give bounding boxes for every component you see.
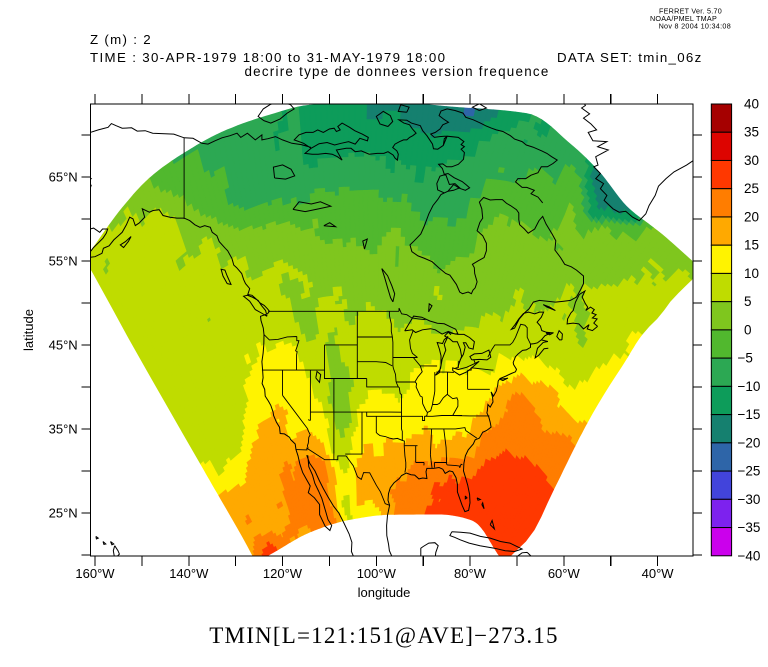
svg-text:40°W: 40°W xyxy=(642,566,675,581)
svg-text:20: 20 xyxy=(744,209,759,224)
svg-text:25: 25 xyxy=(744,181,759,196)
svg-text:0: 0 xyxy=(744,322,752,337)
svg-text:10: 10 xyxy=(744,266,759,281)
svg-text:TIME : 30-APR-1979 18:00 to 31: TIME : 30-APR-1979 18:00 to 31-MAY-1979 … xyxy=(90,50,446,65)
svg-text:−5: −5 xyxy=(738,351,753,366)
svg-text:60°W: 60°W xyxy=(548,566,581,581)
svg-text:35: 35 xyxy=(744,125,759,140)
svg-text:−15: −15 xyxy=(738,407,761,422)
svg-text:latitude: latitude xyxy=(21,309,36,351)
svg-text:decrire type de donnees versio: decrire type de donnees version frequenc… xyxy=(244,64,549,79)
svg-text:55°N: 55°N xyxy=(49,253,78,268)
svg-text:Z (m) : 2: Z (m) : 2 xyxy=(90,32,152,47)
svg-text:40: 40 xyxy=(744,97,759,112)
svg-text:65°N: 65°N xyxy=(49,169,78,184)
svg-text:15: 15 xyxy=(744,238,759,253)
svg-text:FERRET Ver. 5.70: FERRET Ver. 5.70 xyxy=(659,7,722,16)
svg-text:TMIN[L=121:151@AVE]−273.15: TMIN[L=121:151@AVE]−273.15 xyxy=(209,623,558,648)
svg-text:120°W: 120°W xyxy=(263,566,303,581)
svg-text:35°N: 35°N xyxy=(49,421,78,436)
svg-text:NOAA/PMEL TMAP: NOAA/PMEL TMAP xyxy=(650,14,717,23)
svg-text:−40: −40 xyxy=(738,548,761,563)
svg-text:Nov 8 2004 10:34:08: Nov 8 2004 10:34:08 xyxy=(659,22,731,31)
svg-text:140°W: 140°W xyxy=(169,566,209,581)
svg-text:5: 5 xyxy=(744,294,752,309)
svg-text:−20: −20 xyxy=(738,435,761,450)
svg-text:100°W: 100°W xyxy=(357,566,397,581)
svg-text:45°N: 45°N xyxy=(49,337,78,352)
svg-text:−10: −10 xyxy=(738,379,761,394)
svg-text:longitude: longitude xyxy=(358,585,411,600)
svg-text:−35: −35 xyxy=(738,520,761,535)
svg-text:80°W: 80°W xyxy=(454,566,487,581)
svg-text:30: 30 xyxy=(744,153,759,168)
svg-text:25°N: 25°N xyxy=(49,505,78,520)
svg-text:−30: −30 xyxy=(738,492,761,507)
svg-text:−25: −25 xyxy=(738,464,761,479)
svg-text:160°W: 160°W xyxy=(75,566,115,581)
svg-text:DATA SET: tmin_06z: DATA SET: tmin_06z xyxy=(557,50,703,65)
